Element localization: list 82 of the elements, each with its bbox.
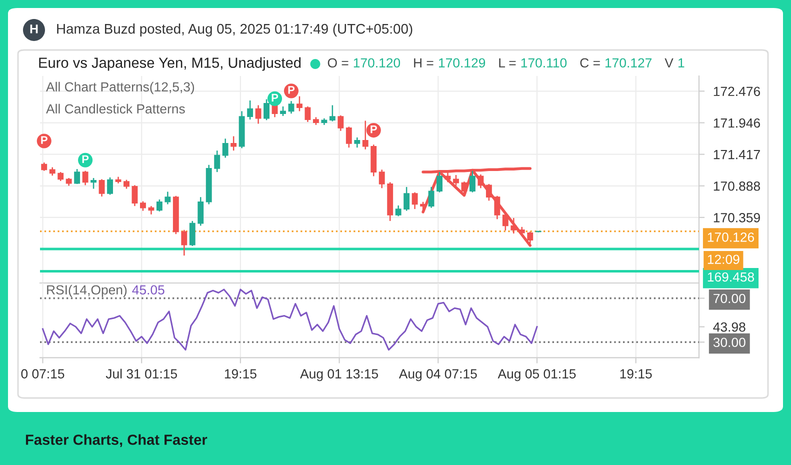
candlestick	[288, 100, 294, 114]
chart-title: RSI(14,Open)	[47, 284, 127, 298]
x-tick-label: Aug 05 01:15	[498, 369, 576, 382]
candlestick	[296, 96, 302, 112]
annotation: All Chart Patterns(12,5,3)	[46, 82, 194, 94]
x-tick-label: Jul 31 01:15	[106, 368, 177, 379]
candlestick	[502, 211, 508, 232]
candlestick	[404, 186, 410, 212]
candlestick	[230, 136, 237, 152]
candlestick	[494, 195, 500, 220]
candlestick	[304, 106, 311, 123]
annotation: All Candlestick Patterns	[46, 104, 185, 114]
candlestick	[453, 174, 459, 186]
y-tick-label: 172.476	[714, 86, 760, 96]
y-tick-label: 70.00	[714, 294, 746, 304]
candlestick	[198, 196, 204, 226]
candlestick	[346, 126, 352, 148]
x-tick-label: Aug 01 13:15	[300, 369, 378, 382]
data-label: P	[370, 126, 377, 134]
candlestick	[436, 171, 442, 193]
candlestick	[338, 114, 344, 132]
data-label: P	[41, 136, 48, 144]
candlestick	[222, 138, 228, 158]
text: V	[664, 58, 674, 68]
text: 170.127	[606, 58, 652, 68]
candlestick	[412, 192, 418, 210]
data-label: P	[82, 155, 89, 163]
candlestick	[90, 177, 97, 190]
candlestick	[255, 104, 262, 124]
candlestick	[280, 106, 286, 117]
candlestick	[82, 170, 88, 186]
text: L =	[499, 58, 516, 68]
candlestick	[428, 186, 434, 208]
candlestick	[132, 184, 138, 207]
candlestick	[107, 176, 113, 196]
text: H =	[414, 58, 434, 68]
candlestick	[247, 100, 254, 120]
text: Faster Charts, Chat Faster	[26, 434, 208, 448]
annotation: 45.05	[132, 285, 164, 295]
text: 12:09	[708, 254, 740, 264]
candlestick	[140, 200, 146, 212]
candlestick	[469, 170, 476, 193]
y-tick-label: 43.98	[713, 322, 746, 332]
candlestick	[395, 204, 402, 217]
text: 170.110	[521, 58, 567, 68]
y-tick-label: 170.888	[714, 181, 760, 191]
x-tick-label: 19:15	[224, 369, 256, 379]
candlestick	[378, 169, 385, 189]
data-label: P	[288, 86, 295, 94]
candlestick	[189, 220, 196, 247]
candlestick	[264, 98, 270, 121]
text: Hamza Buzd posted, Aug 05, 2025 01:17:49 (UTC+05:00)	[57, 24, 412, 36]
candlestick	[98, 178, 105, 198]
candlestick	[478, 174, 484, 189]
y-tick-label: 171.946	[714, 118, 760, 128]
y-tick-label: 171.417	[714, 150, 760, 160]
candlestick	[329, 104, 336, 122]
y-tick-label: 170.359	[714, 213, 760, 222]
data-label: P	[272, 94, 278, 102]
chart-title: Euro vs Japanese Yen, M15, Unadjusted	[39, 57, 301, 71]
x-tick-label: Aug 04 07:15	[398, 369, 477, 382]
ref-line-label: 169.458	[708, 272, 754, 282]
text: C =	[580, 58, 600, 68]
candlestick	[510, 217, 517, 234]
text: 1	[678, 58, 684, 68]
line-series	[422, 168, 532, 247]
candlestick	[74, 168, 80, 185]
candlestick	[461, 180, 468, 196]
candlestick	[164, 191, 171, 205]
candlestick	[181, 229, 188, 256]
candlestick	[486, 183, 492, 202]
text: 170.129	[439, 58, 486, 68]
candlestick	[214, 150, 220, 173]
text: O =	[328, 58, 348, 68]
text: H	[30, 24, 38, 34]
x-tick-label: 19:15	[620, 369, 652, 379]
candlestick	[354, 136, 360, 148]
ref-line-label: 170.126	[708, 232, 754, 242]
y-tick-label: 30.00	[713, 338, 746, 348]
text: 170.120	[354, 58, 400, 68]
x-tick-label: 0 07:15	[21, 369, 64, 379]
candlestick	[156, 198, 162, 212]
